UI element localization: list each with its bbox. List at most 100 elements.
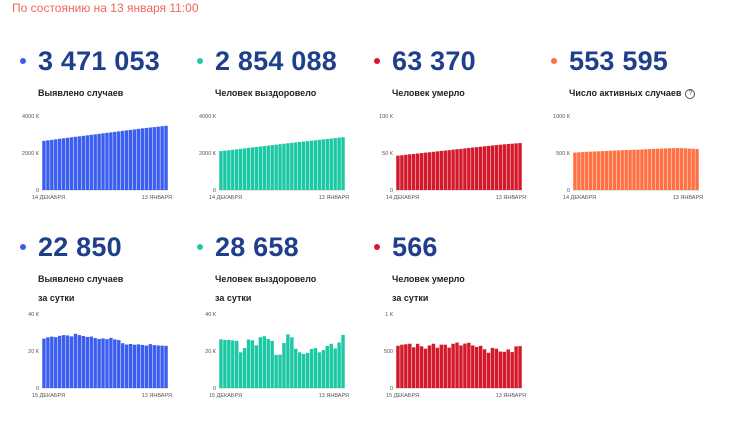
daily-recovered-sublabel: за сутки — [215, 293, 252, 303]
bar — [85, 135, 89, 190]
bar — [628, 149, 632, 190]
bar — [475, 346, 479, 388]
bar — [219, 339, 223, 388]
bar — [73, 136, 78, 190]
y-tick-label: 4000 К — [22, 114, 40, 120]
panel-daily-cases: 22 850 Выявлено случаев за сутки 0 20 К 40 … — [20, 232, 195, 432]
bar — [478, 146, 483, 190]
bar — [121, 130, 125, 190]
y-tick-label: 1 К — [385, 312, 394, 318]
dot-marker — [551, 58, 557, 64]
x-start-label: 14 ДЕКАБРЯ — [209, 195, 242, 201]
bar — [262, 146, 266, 190]
bar — [77, 136, 82, 190]
bar — [124, 130, 129, 190]
bar — [435, 151, 440, 190]
bar — [121, 343, 125, 388]
bar — [636, 149, 640, 190]
bar — [412, 153, 416, 190]
y-tick-label: 40 К — [28, 312, 40, 318]
bar — [490, 145, 495, 190]
bar — [408, 154, 412, 190]
y-tick-label: 4000 К — [199, 114, 217, 120]
bar — [514, 143, 518, 190]
bar — [400, 344, 404, 388]
total-cases-value: 3 471 053 — [38, 45, 160, 76]
bar — [105, 339, 109, 388]
bar — [136, 344, 141, 388]
bar — [223, 339, 227, 388]
x-end-label: 13 ЯНВАРЯ — [673, 195, 703, 201]
bar — [301, 353, 306, 388]
bar — [270, 340, 274, 388]
bar — [640, 149, 644, 190]
daily-deaths-chart: 0 500 1 К 15 ДЕКАБРЯ 13 ЯНВАРЯ — [384, 312, 526, 399]
bar — [101, 133, 105, 190]
bar — [459, 345, 463, 388]
bar — [270, 145, 274, 190]
panel-daily-recovered: 28 658 Человек выздоровело за сутки 0 20 К… — [197, 232, 372, 432]
bar — [262, 336, 266, 388]
panel-total-recovered: 2 854 088 Человек выздоровело 0 2000 К 400… — [197, 46, 372, 246]
bar — [337, 137, 341, 190]
bar — [160, 126, 164, 190]
daily-recovered-chart: 0 20 К 40 К 15 ДЕКАБРЯ 13 ЯНВАРЯ — [205, 312, 349, 399]
bar — [231, 149, 235, 190]
bar — [431, 343, 436, 388]
bar — [439, 150, 443, 190]
bar — [97, 133, 101, 190]
bar — [486, 352, 491, 388]
bar — [581, 152, 585, 190]
bar — [136, 128, 141, 190]
bar — [577, 152, 581, 190]
bar — [691, 148, 695, 190]
bar — [333, 348, 337, 388]
y-tick-label: 40 К — [205, 312, 217, 318]
bar — [117, 340, 121, 388]
bar — [427, 345, 432, 388]
bar — [313, 140, 318, 190]
bar — [502, 351, 506, 388]
bar — [294, 142, 298, 190]
bar — [50, 336, 54, 388]
bar — [128, 343, 133, 388]
total-cases-chart: 0 2000 К 4000 К 14 ДЕКАБРЯ 13 ЯНВАРЯ — [22, 114, 172, 201]
bar — [250, 147, 255, 190]
bar — [301, 141, 306, 190]
x-end-label: 13 ЯНВАРЯ — [142, 393, 172, 399]
bar — [46, 140, 50, 190]
bar — [274, 144, 278, 190]
bar — [278, 354, 282, 388]
bar — [679, 148, 683, 190]
daily-recovered-value: 28 658 — [215, 231, 299, 262]
bar — [325, 345, 329, 388]
bar — [227, 339, 231, 388]
timestamp: По состоянию на 13 января 11:00 — [12, 1, 199, 15]
bar — [459, 148, 463, 190]
bar — [73, 333, 78, 388]
bar — [329, 343, 333, 388]
active-cases-value: 553 595 — [569, 45, 668, 76]
x-start-label: 14 ДЕКАБРЯ — [563, 195, 596, 201]
bar — [675, 148, 680, 190]
bar — [475, 147, 479, 190]
bar — [317, 352, 322, 388]
bar — [404, 344, 408, 388]
question-circle-icon[interactable]: ? — [685, 88, 696, 99]
bar — [274, 354, 278, 388]
daily-cases-sublabel: за сутки — [38, 293, 75, 303]
bar — [156, 126, 160, 190]
bar — [65, 335, 70, 388]
bar — [113, 339, 117, 388]
bar — [506, 143, 510, 190]
bar — [58, 138, 62, 190]
bar — [427, 152, 432, 190]
bar — [455, 149, 459, 190]
bar — [93, 338, 97, 388]
x-end-label: 13 ЯНВАРЯ — [496, 393, 526, 399]
bar — [266, 145, 270, 190]
bar — [128, 129, 133, 191]
y-tick-label: 2000 К — [199, 151, 217, 157]
bar — [400, 155, 404, 190]
bar — [620, 150, 624, 190]
